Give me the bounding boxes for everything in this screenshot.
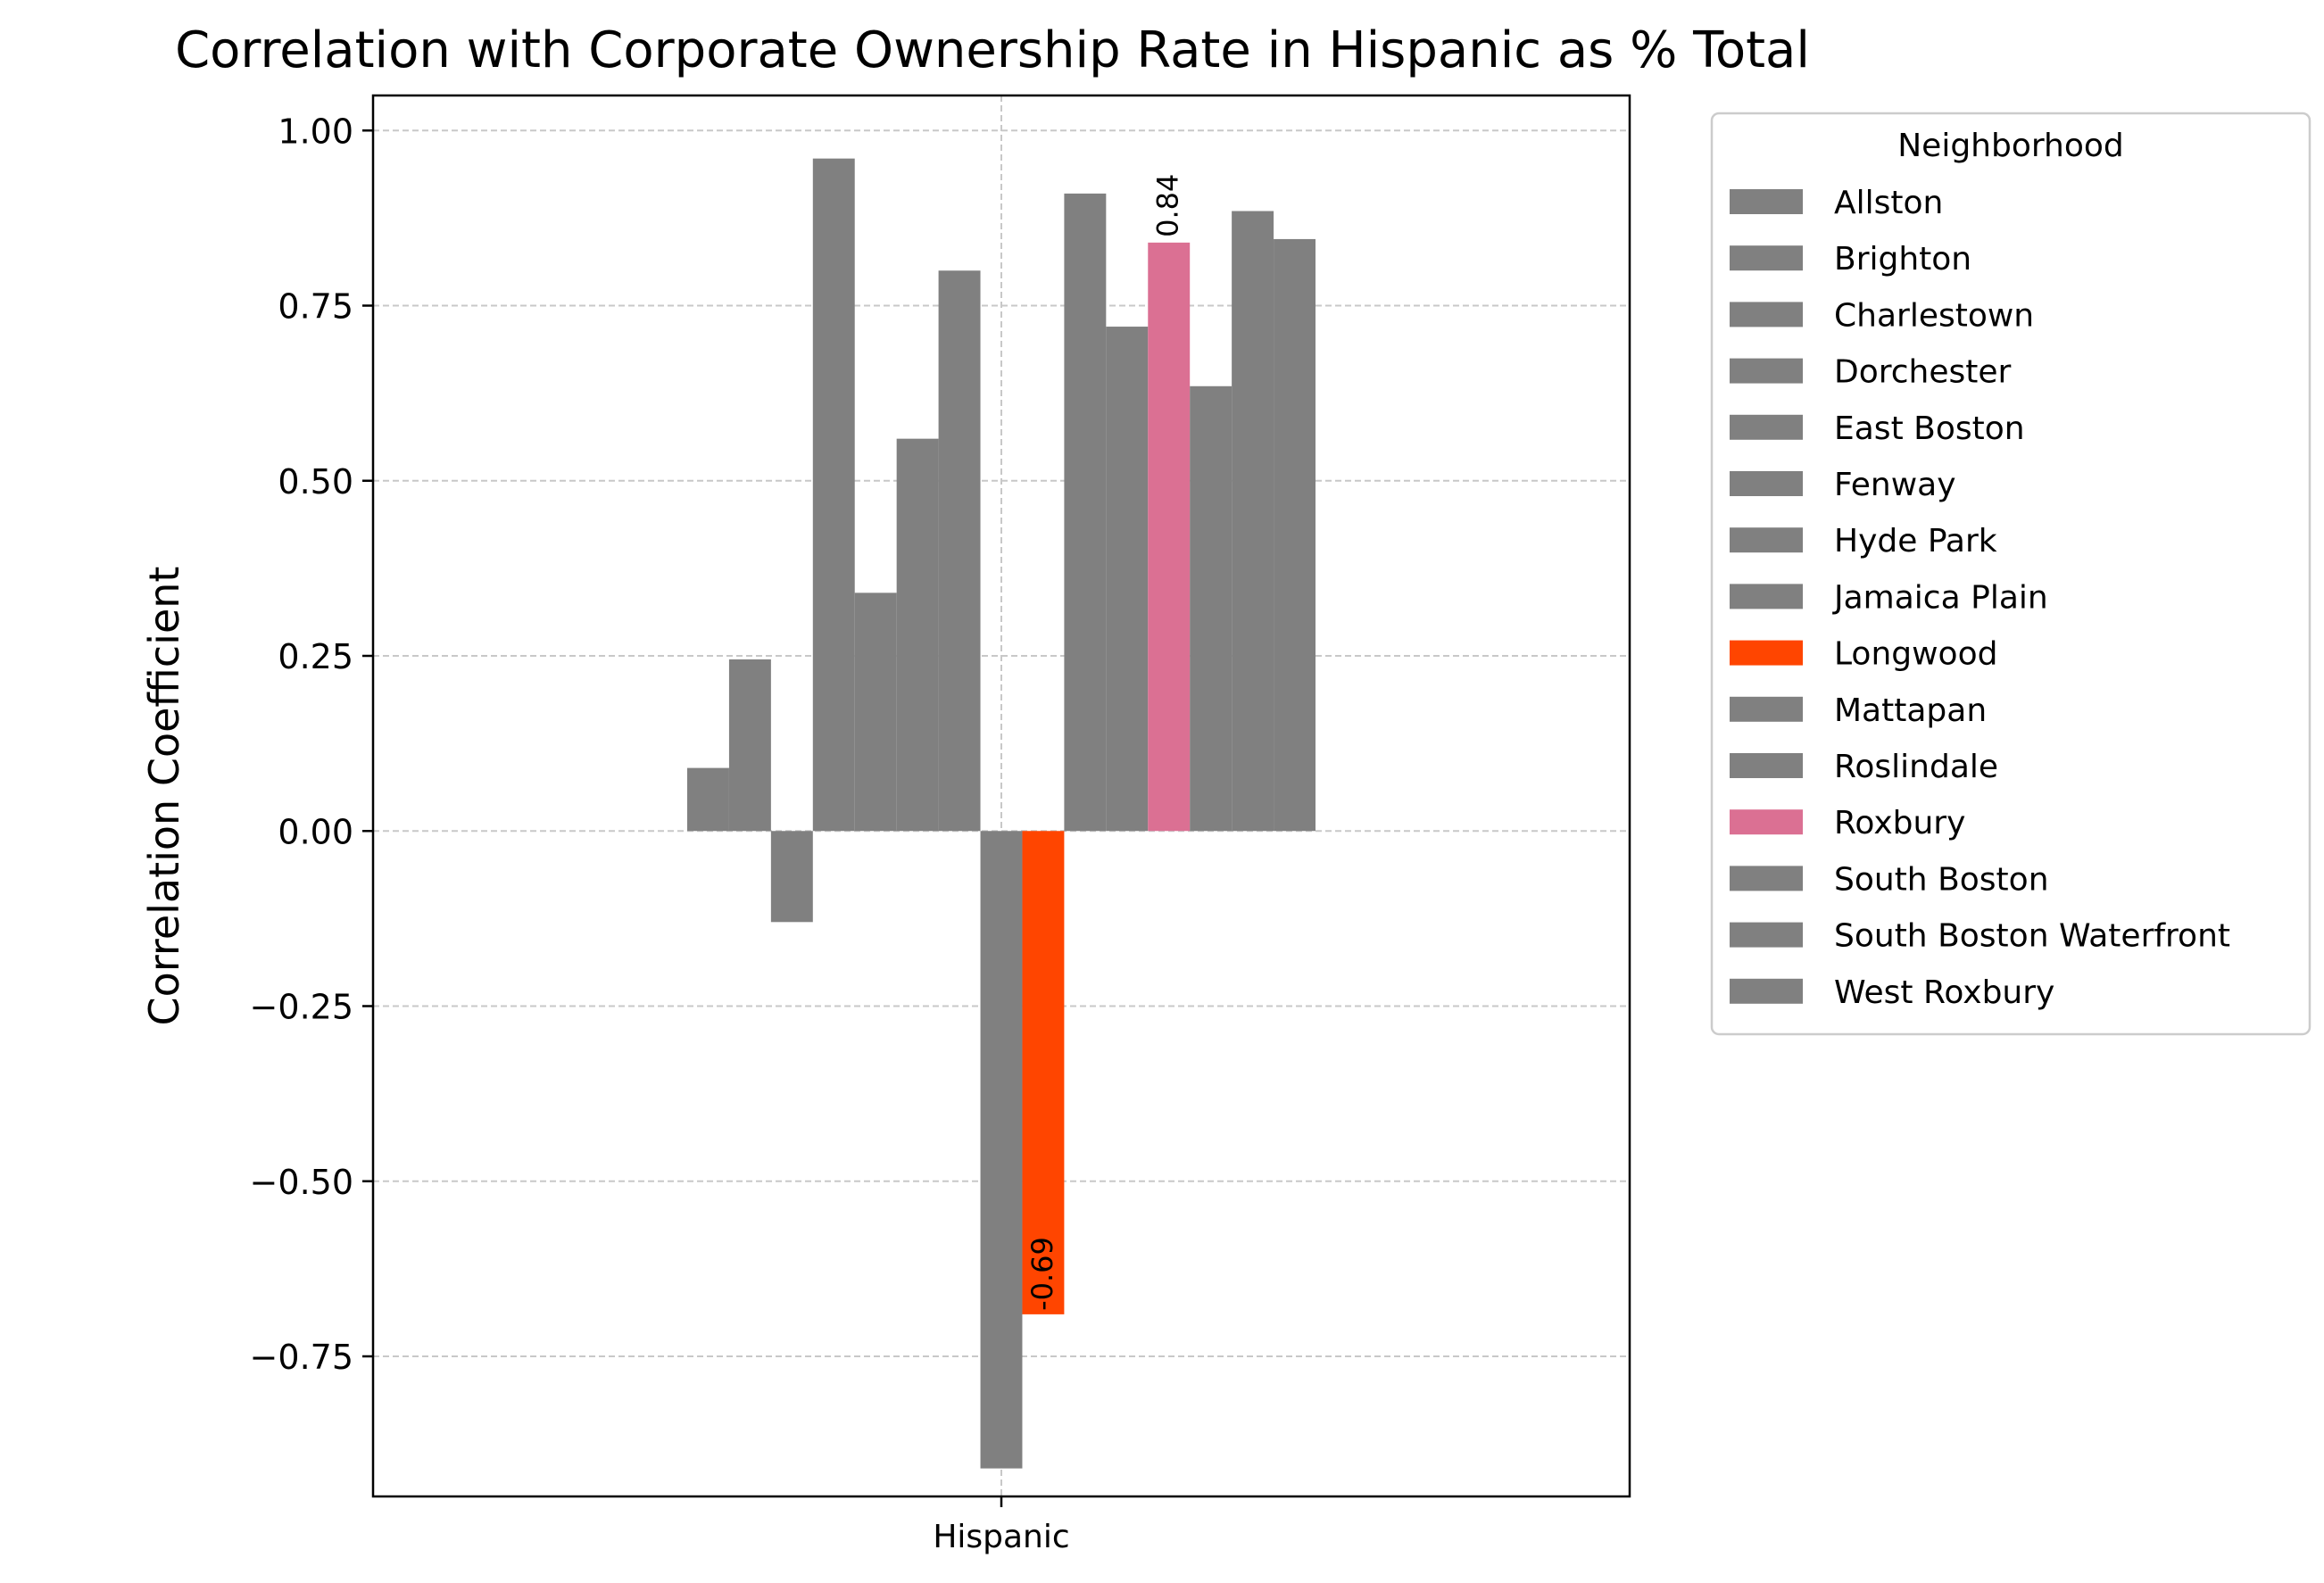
legend-swatch-west-roxbury (1730, 978, 1803, 1004)
legend-swatch-roslindale (1730, 753, 1803, 778)
legend-label-jamaica-plain: Jamaica Plain (1832, 579, 2048, 616)
legend: Neighborhood Allston Brighton Charlestown Do… (1710, 112, 2312, 1036)
legend-swatch-jamaica-plain (1730, 584, 1803, 609)
legend-swatch-charlestown (1730, 302, 1803, 327)
axes: −0.75 −0.50 −0.25 0.00 0.25 0.50 0.75 1.00 Hispa… (250, 112, 1070, 1555)
legend-label-allston: Allston (1834, 185, 1943, 221)
x-tick-label: Hispanic (933, 1519, 1069, 1555)
legend-label-west-roxbury: West Roxbury (1834, 974, 2054, 1011)
legend-frame (1710, 112, 2312, 1036)
y-tick-label: −0.75 (250, 1338, 353, 1377)
legend-label-hyde-park: Hyde Park (1834, 523, 1997, 559)
data-labels: -0.69 0.84 (1025, 174, 1185, 1311)
legend-label-brighton: Brighton (1834, 241, 1971, 278)
legend-label-roxbury: Roxbury (1834, 805, 1965, 841)
legend-swatch-longwood (1730, 640, 1803, 666)
bar-roxbury (1148, 242, 1191, 832)
bar-longwood (1022, 831, 1065, 1314)
bar-hyde-park (938, 270, 981, 832)
bar-allston (687, 767, 729, 832)
y-tick-label: −0.50 (250, 1163, 353, 1202)
data-label-roxbury: 0.84 (1151, 174, 1185, 237)
data-label-longwood: -0.69 (1025, 1237, 1059, 1311)
legend-label-south-boston-waterfront: South Boston Waterfront (1834, 918, 2230, 955)
legend-swatch-east-boston (1730, 414, 1803, 440)
legend-label-longwood: Longwood (1834, 636, 1997, 673)
y-tick-label: 0.00 (278, 812, 353, 851)
legend-label-south-boston: South Boston (1834, 861, 2049, 898)
legend-label-dorchester: Dorchester (1834, 354, 2012, 391)
legend-swatch-brighton (1730, 245, 1803, 271)
bar-charlestown (770, 831, 813, 923)
y-tick-label: 0.50 (278, 462, 353, 501)
chart-title: Correlation with Corporate Ownership Rat… (175, 21, 1810, 79)
bars (687, 158, 1316, 1469)
y-axis-label: Correlation Coefficient (140, 567, 188, 1026)
bar-dorchester (812, 158, 855, 832)
bar-fenway (896, 438, 939, 832)
legend-swatch-roxbury (1730, 809, 1803, 835)
y-tick-label: 0.25 (278, 637, 353, 676)
bar-east-boston (854, 593, 897, 832)
legend-label-east-boston: East Boston (1834, 410, 2025, 447)
legend-swatch-south-boston (1730, 866, 1803, 891)
legend-swatch-hyde-park (1730, 527, 1803, 553)
legend-swatch-allston (1730, 189, 1803, 214)
legend-label-fenway: Fenway (1834, 467, 1956, 503)
y-tick-label: −0.25 (250, 988, 353, 1027)
bar-jamaica-plain (980, 831, 1023, 1469)
bar-brighton (728, 659, 771, 832)
legend-label-roslindale: Roslindale (1834, 749, 1998, 785)
legend-title: Neighborhood (1897, 128, 2124, 164)
bar-south-boston-waterfront (1232, 211, 1274, 832)
legend-label-mattapan: Mattapan (1834, 692, 1987, 729)
bar-west-roxbury (1274, 238, 1316, 832)
legend-label-charlestown: Charlestown (1834, 297, 2034, 334)
bar-south-boston (1190, 385, 1233, 832)
bar-roslindale (1106, 327, 1149, 832)
legend-swatch-dorchester (1730, 358, 1803, 384)
legend-swatch-south-boston-waterfront (1730, 922, 1803, 948)
y-tick-label: 0.75 (278, 287, 353, 327)
y-tick-label: 1.00 (278, 112, 353, 151)
legend-swatch-mattapan (1730, 696, 1803, 722)
legend-swatch-fenway (1730, 471, 1803, 496)
bar-mattapan (1064, 193, 1107, 832)
